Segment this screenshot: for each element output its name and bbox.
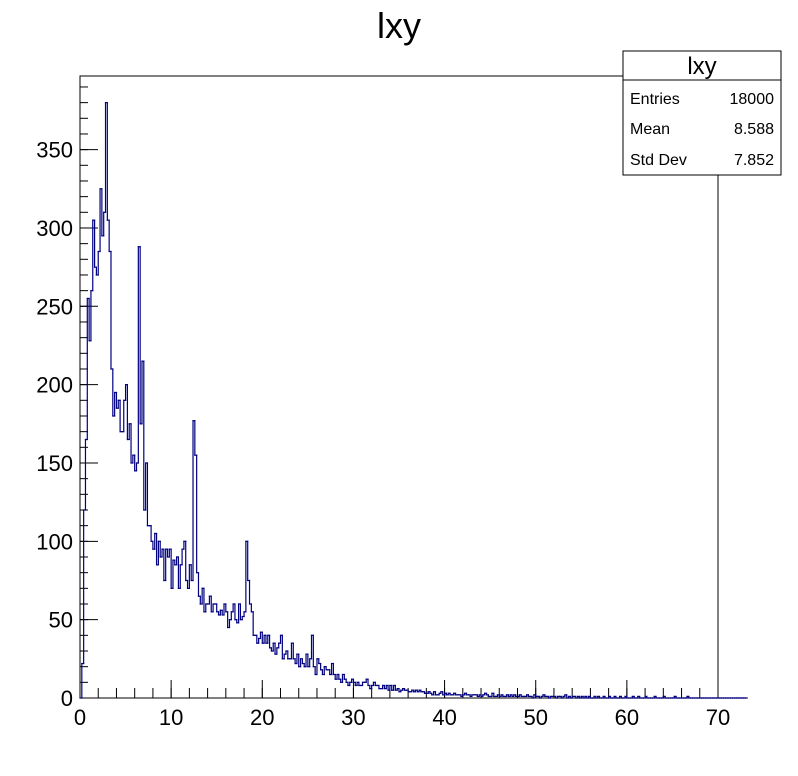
x-tick-label: 50 xyxy=(523,705,547,730)
x-tick-label: 70 xyxy=(706,705,730,730)
stats-mean-value: 8.588 xyxy=(734,121,774,138)
x-tick-label: 0 xyxy=(74,705,86,730)
x-tick-label: 30 xyxy=(341,705,365,730)
y-tick-label: 200 xyxy=(36,373,73,398)
y-tick-label: 0 xyxy=(61,686,73,711)
y-axis-ticks: 0 50 100 150 200 250 300 350 xyxy=(36,86,98,711)
stats-entries-label: Entries xyxy=(630,91,680,108)
x-tick-label: 60 xyxy=(615,705,639,730)
histogram-series xyxy=(79,102,748,699)
stats-box: lxy Entries 18000 Mean 8.588 Std Dev 7.8… xyxy=(622,50,782,176)
x-tick-label: 40 xyxy=(432,705,456,730)
stats-box-frame xyxy=(622,50,782,176)
stats-stddev-label: Std Dev xyxy=(630,152,687,169)
stats-stddev-value: 7.852 xyxy=(734,152,774,169)
stats-mean-label: Mean xyxy=(630,121,670,138)
y-tick-label: 150 xyxy=(36,451,73,476)
y-tick-label: 250 xyxy=(36,294,73,319)
y-tick-label: 350 xyxy=(36,138,73,163)
y-tick-label: 300 xyxy=(36,216,73,241)
chart-title: lxy xyxy=(377,5,421,46)
stats-box-title: lxy xyxy=(687,53,716,80)
y-tick-label: 50 xyxy=(49,608,73,633)
x-tick-label: 20 xyxy=(250,705,274,730)
stats-entries-value: 18000 xyxy=(730,91,775,108)
x-tick-label: 10 xyxy=(159,705,183,730)
x-axis-ticks: 0 10 20 30 40 50 60 70 xyxy=(74,680,730,730)
y-tick-label: 100 xyxy=(36,529,73,554)
plot-frame xyxy=(79,75,719,699)
